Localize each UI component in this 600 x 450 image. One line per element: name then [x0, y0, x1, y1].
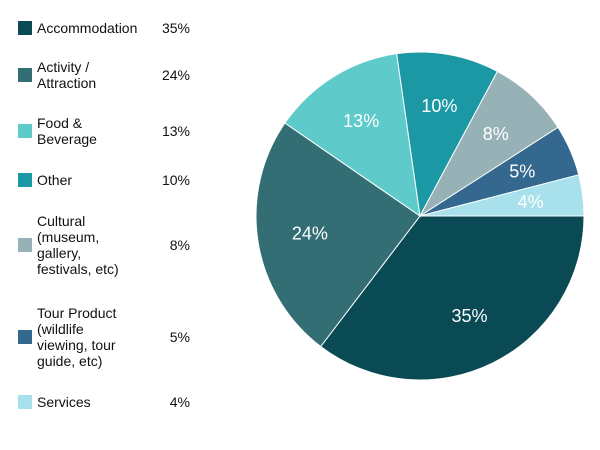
legend-value: 24% [161, 67, 190, 83]
chart-legend: Accommodation 35% Activity / Attraction 24%… [0, 0, 200, 450]
legend-label: Other [37, 172, 73, 188]
legend-item: Tour Product (wildlife viewing, tour gui… [18, 305, 190, 369]
legend-item: Services 4% [18, 394, 190, 410]
legend-value: 5% [169, 329, 190, 345]
slice-label: 4% [518, 192, 544, 212]
legend-label: Food & Beverage [37, 115, 97, 147]
pie-slice [284, 53, 421, 218]
slice-label: 8% [483, 124, 509, 144]
legend-value: 8% [169, 237, 190, 253]
legend-label: Accommodation [37, 20, 138, 36]
pie-slice [396, 51, 499, 218]
legend-swatch [18, 238, 32, 252]
legend-label: Cultural (museum, gallery, festivals, et… [37, 213, 119, 277]
legend-value: 4% [169, 394, 190, 410]
slice-label: 10% [421, 96, 457, 116]
legend-swatch [18, 173, 32, 187]
legend-swatch [18, 21, 32, 35]
legend-value: 13% [161, 123, 190, 139]
legend-swatch [18, 124, 32, 138]
legend-item: Activity / Attraction 24% [18, 59, 190, 91]
legend-swatch [18, 395, 32, 409]
legend-label: Services [37, 394, 91, 410]
slice-label: 24% [292, 224, 328, 244]
legend-swatch [18, 330, 32, 344]
slice-label: 35% [451, 306, 487, 326]
pie-slice [319, 215, 585, 381]
legend-label: Tour Product (wildlife viewing, tour gui… [37, 305, 117, 369]
legend-label: Activity / Attraction [37, 59, 97, 91]
pie-slice [419, 174, 585, 217]
legend-value: 35% [161, 20, 190, 36]
legend-swatch [18, 68, 32, 82]
pie-slice [255, 122, 421, 348]
legend-value: 10% [161, 172, 190, 188]
slice-label: 5% [509, 161, 535, 181]
slice-label: 13% [343, 111, 379, 131]
legend-item: Other 10% [18, 172, 190, 188]
legend-item: Accommodation 35% [18, 20, 190, 36]
legend-item: Food & Beverage 13% [18, 115, 190, 147]
legend-item: Cultural (museum, gallery, festivals, et… [18, 213, 190, 277]
